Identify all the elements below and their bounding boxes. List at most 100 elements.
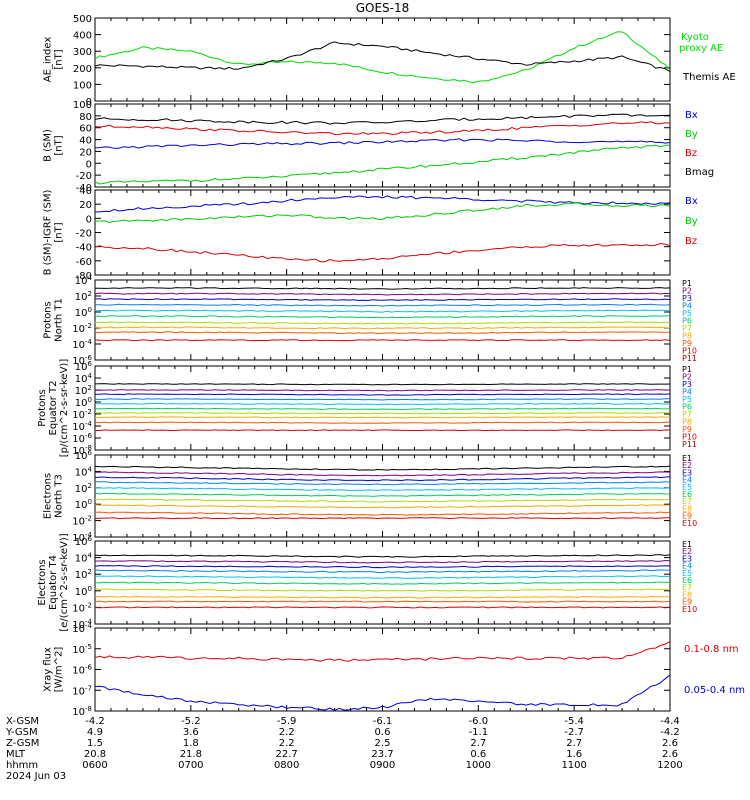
- y-tick-label: 400: [73, 31, 92, 42]
- series-line-p7: [94, 321, 671, 325]
- series-line-bz: [94, 121, 671, 136]
- ephemeris-value: 2.6: [662, 749, 678, 760]
- series-line-p2: [94, 292, 671, 296]
- legend-entry: E8: [682, 590, 692, 599]
- series-line-e2: [94, 471, 671, 477]
- legend-entry: 0.1-0.8 nm: [684, 644, 739, 655]
- y-tick-label: 100: [73, 80, 92, 91]
- y-tick-label: 10-6: [72, 664, 92, 677]
- series-line-bz: [94, 242, 671, 263]
- ephemeris-table: X-GSMY-GSMZ-GSMMLThhmm-4.24.91.520.80600…: [5, 716, 683, 782]
- ephemeris-row-label: Z-GSM: [6, 738, 39, 749]
- y-axis-label-line: Electrons: [43, 473, 54, 519]
- ephemeris-value: 2.7: [470, 738, 486, 749]
- ephemeris-value: 20.8: [84, 749, 106, 760]
- plot-frame: [94, 279, 671, 361]
- series-line-0-05-0-4-nm: [94, 674, 671, 711]
- series-line-p10: [94, 339, 671, 342]
- series-line-e9: [94, 511, 671, 516]
- ephemeris-value: -5.9: [277, 716, 297, 727]
- ephemeris-value: 0700: [178, 760, 203, 771]
- y-tick-label: 104: [75, 552, 93, 565]
- y-tick-label: 40: [79, 136, 92, 147]
- series-line-0-1-0-8-nm: [94, 640, 671, 662]
- date-label: 2024 Jun 03: [6, 771, 66, 782]
- series-line-e6: [94, 581, 671, 585]
- plot-frame: [94, 627, 671, 712]
- y-tick-label: 106: [75, 535, 93, 548]
- ephemeris-value: 0.6: [375, 727, 391, 738]
- plot-frame: [94, 189, 671, 276]
- series-line-p5: [94, 309, 671, 313]
- series-line-e1: [94, 465, 671, 471]
- ephemeris-value: -6.1: [373, 716, 393, 727]
- legend-entry: E4: [682, 562, 692, 571]
- ephemeris-row-label: X-GSM: [6, 716, 39, 727]
- y-tick-label: -40: [76, 183, 92, 194]
- y-tick-label: -40: [76, 243, 92, 254]
- legend-entry: P2: [682, 287, 692, 296]
- legend-entry: Bmag: [685, 167, 714, 178]
- ephemeris-value: -1.1: [469, 727, 489, 738]
- ephemeris-value: 2.6: [662, 738, 678, 749]
- y-axis-label-line: [nT]: [54, 135, 65, 155]
- y-axis-label-line: Xray flux: [43, 647, 54, 692]
- series-line-p8: [94, 326, 671, 330]
- y-axis-label-line: North T1: [54, 298, 65, 342]
- series-line-bmag: [94, 113, 670, 125]
- y-tick-label: 80: [79, 112, 92, 123]
- ephemeris-value: 2.7: [566, 738, 582, 749]
- ephemeris-row-label: Y-GSM: [5, 727, 38, 738]
- ephemeris-value: -6.0: [469, 716, 489, 727]
- legend-entry: P3: [682, 380, 692, 389]
- y-tick-label: 102: [75, 290, 92, 303]
- series-line-p2: [95, 389, 671, 392]
- ephemeris-value: -4.2: [85, 716, 105, 727]
- legend-entry: P10: [682, 433, 697, 442]
- legend-entry: E8: [682, 504, 692, 513]
- legend-entry: E7: [682, 497, 692, 506]
- y-tick-label: 200: [73, 64, 92, 75]
- legend-entry: P8: [682, 332, 692, 341]
- plot-frame: [94, 17, 671, 102]
- ephemeris-value: 1.8: [183, 738, 199, 749]
- y-tick-label: 60: [79, 124, 92, 135]
- series-line-p3: [95, 298, 671, 302]
- series-line-e2: [94, 559, 671, 564]
- legend-entry: Themis AE: [682, 72, 736, 83]
- y-tick-label: 104: [75, 274, 93, 287]
- ephemeris-value: 1.6: [566, 749, 582, 760]
- y-axis-label-line: B (SM)-IGRF (SM): [43, 190, 54, 276]
- series-line-e3: [94, 476, 671, 482]
- legend-entry: P7: [682, 324, 692, 333]
- series-line-p9: [94, 331, 671, 335]
- legend-entry: By: [685, 129, 698, 140]
- series-line-kyoto-proxy-ae: [94, 31, 671, 84]
- y-tick-label: -60: [76, 257, 92, 268]
- y-tick-label: 10-7: [72, 684, 92, 697]
- series-line-p10: [95, 429, 671, 432]
- ephemeris-value: 2.5: [375, 738, 391, 749]
- legend-entry: P11: [682, 354, 697, 363]
- legend-entry: P8: [682, 418, 692, 427]
- ephemeris-value: 0.6: [470, 749, 486, 760]
- y-axis-label-line: Equator T4: [48, 555, 59, 610]
- ephemeris-value: 4.9: [87, 727, 103, 738]
- series-line-p3: [95, 393, 671, 396]
- ephemeris-value: 0800: [274, 760, 299, 771]
- legend-entry: P6: [682, 403, 692, 412]
- ephemeris-value: 1100: [561, 760, 586, 771]
- ephemeris-value: -4.4: [660, 716, 680, 727]
- legend-entry: E10: [682, 605, 697, 614]
- y-axis-label: Protons Equator T2 [p/(cm^2-s-sr-keV)]: [37, 359, 70, 458]
- y-tick-label: -20: [76, 171, 92, 182]
- ephemeris-value: 2.2: [279, 727, 295, 738]
- series-line-themis-ae: [94, 41, 671, 73]
- y-tick-label: 102: [75, 482, 92, 495]
- ephemeris-value: -5.4: [564, 716, 584, 727]
- y-tick-label: 40: [79, 186, 92, 197]
- legend-entry: By: [685, 216, 698, 227]
- legend-entry: E1: [682, 540, 692, 549]
